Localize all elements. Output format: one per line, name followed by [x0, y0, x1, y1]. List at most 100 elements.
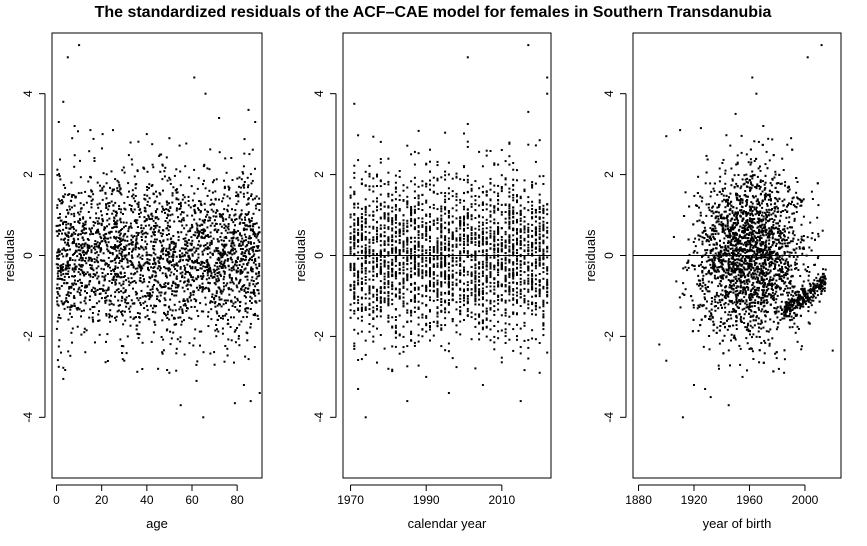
data-point	[220, 262, 223, 265]
data-point	[508, 223, 511, 226]
data-point	[242, 258, 244, 261]
data-point	[193, 279, 196, 282]
data-point	[229, 257, 232, 260]
data-point	[504, 311, 507, 314]
data-point	[421, 272, 424, 275]
data-point	[121, 310, 124, 313]
data-point	[158, 265, 161, 268]
data-point	[489, 271, 492, 274]
data-point	[130, 158, 133, 161]
data-point	[459, 257, 462, 260]
data-point	[481, 287, 484, 290]
data-point	[512, 194, 515, 196]
data-point	[455, 230, 458, 232]
data-point	[184, 302, 187, 305]
data-point	[217, 250, 220, 252]
data-point	[146, 200, 149, 203]
data-point	[232, 266, 235, 269]
data-point	[391, 250, 394, 252]
data-point	[425, 252, 428, 254]
data-point	[209, 216, 212, 219]
data-point	[123, 171, 126, 174]
data-point	[163, 266, 166, 268]
data-point	[244, 355, 247, 358]
data-point	[105, 296, 108, 299]
data-point	[57, 248, 60, 251]
data-point	[190, 185, 193, 188]
data-point	[78, 252, 81, 255]
data-point	[201, 261, 204, 263]
data-point	[232, 247, 235, 250]
data-point	[233, 228, 236, 231]
data-point	[489, 150, 492, 152]
data-point	[429, 261, 431, 264]
data-point	[198, 284, 201, 287]
data-point	[58, 251, 61, 254]
data-point	[466, 238, 469, 240]
data-point	[184, 201, 187, 204]
data-point	[387, 304, 390, 307]
data-point	[81, 246, 84, 249]
data-point	[137, 233, 140, 236]
data-point	[140, 265, 143, 268]
data-point	[151, 215, 154, 218]
data-point	[387, 243, 390, 246]
data-point	[103, 226, 106, 229]
data-point	[156, 267, 159, 270]
data-point	[257, 271, 260, 273]
data-point	[194, 328, 197, 331]
data-point	[70, 226, 73, 229]
data-point	[75, 283, 78, 286]
data-point	[182, 304, 185, 307]
data-point	[90, 264, 93, 267]
data-point	[493, 163, 496, 166]
data-point	[98, 288, 101, 290]
data-point	[105, 173, 108, 176]
data-point	[493, 232, 496, 235]
data-point	[66, 273, 69, 275]
data-point	[134, 272, 136, 275]
data-point	[493, 211, 496, 214]
data-point	[173, 241, 175, 244]
data-point	[493, 325, 496, 327]
data-point	[90, 203, 93, 206]
data-point	[500, 244, 503, 247]
data-point	[254, 222, 256, 225]
data-point	[527, 243, 530, 246]
data-point	[86, 246, 89, 249]
data-point	[134, 281, 137, 284]
data-point	[508, 141, 511, 144]
data-point	[534, 302, 537, 304]
data-point	[155, 238, 158, 241]
data-point	[387, 265, 390, 268]
data-point	[376, 296, 378, 299]
data-point	[127, 302, 130, 305]
data-point	[163, 209, 166, 211]
data-point	[410, 339, 413, 342]
data-point	[113, 223, 116, 226]
data-point	[104, 263, 107, 266]
data-point	[84, 220, 87, 223]
data-point	[440, 254, 443, 257]
data-point	[230, 157, 233, 159]
data-point	[406, 302, 409, 305]
data-point	[357, 273, 360, 276]
data-point	[121, 358, 124, 361]
data-point	[436, 293, 439, 296]
y-tick-label: 2	[312, 171, 326, 178]
data-point	[248, 219, 251, 222]
data-point	[182, 194, 185, 197]
data-point	[239, 214, 242, 216]
data-point	[425, 214, 428, 217]
data-point	[357, 217, 360, 220]
data-point	[440, 298, 443, 300]
data-point	[150, 266, 153, 269]
data-point	[364, 282, 367, 285]
data-point	[230, 269, 233, 272]
data-point	[186, 288, 189, 291]
data-point	[406, 309, 409, 312]
data-point	[516, 291, 518, 294]
data-point	[114, 281, 117, 284]
plot-frame	[51, 32, 263, 479]
data-point	[107, 286, 110, 289]
